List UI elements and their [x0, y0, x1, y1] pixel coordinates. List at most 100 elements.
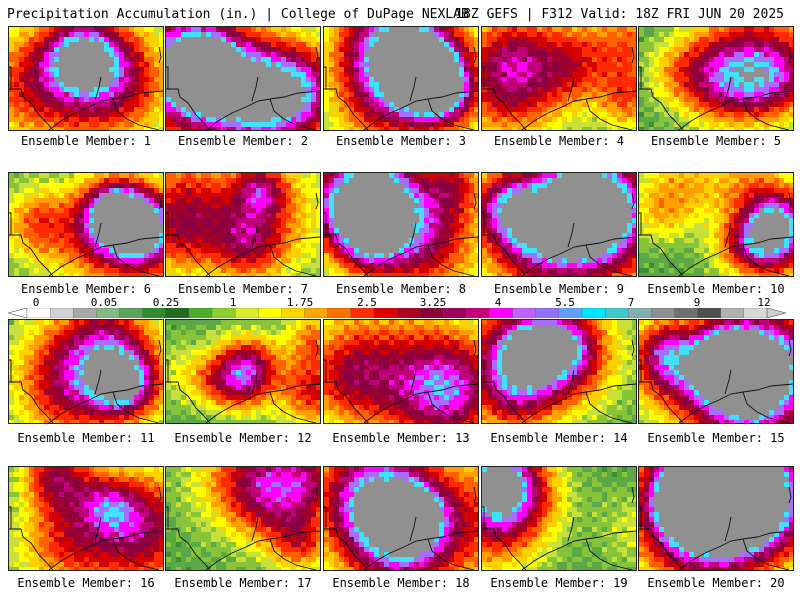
boundary-line — [482, 212, 485, 235]
colorbar-tick-label: 3.25 — [419, 296, 447, 309]
boundary-line — [482, 66, 485, 89]
boundary-line — [269, 538, 317, 570]
boundary-line — [166, 528, 211, 570]
precipitation-field — [639, 320, 793, 423]
colorbar-tick-label: 5.5 — [555, 296, 575, 309]
ensemble-member-label: Ensemble Member: 1 — [20, 134, 152, 148]
boundary-line — [521, 530, 636, 570]
boundary-line — [639, 381, 684, 423]
boundary-line — [158, 339, 162, 357]
boundary-line — [567, 222, 575, 248]
boundary-line — [567, 516, 575, 542]
ensemble-member-label: Ensemble Member: 8 — [335, 282, 467, 296]
boundary-line — [158, 46, 162, 64]
map-title: Precipitation Accumulation (in.) | Colle… — [7, 7, 469, 22]
ensemble-member-map — [323, 466, 479, 571]
colorbar-tick-label: 7 — [627, 296, 635, 309]
boundary-line — [482, 88, 527, 130]
boundary-line — [724, 76, 732, 102]
ensemble-member-map — [638, 172, 794, 277]
boundary-line — [324, 212, 327, 235]
boundary-line — [251, 222, 259, 248]
precipitation-field — [639, 27, 793, 130]
ensemble-member-label: Ensemble Member: 20 — [647, 576, 785, 590]
boundary-line — [48, 383, 163, 423]
boundary-line — [315, 339, 319, 357]
colorbar-swatch — [651, 308, 675, 318]
boundary-line — [585, 244, 633, 276]
boundary-line — [166, 88, 211, 130]
ensemble-member-map — [165, 26, 321, 131]
ensemble-member-label: Ensemble Member: 16 — [17, 576, 155, 590]
colorbar — [8, 308, 786, 318]
ensemble-member-label: Ensemble Member: 4 — [493, 134, 625, 148]
ensemble-member-map — [165, 172, 321, 277]
colorbar-max-arrow — [766, 308, 786, 318]
boundary-line — [678, 383, 793, 423]
boundary-line — [482, 381, 527, 423]
colorbar-swatch — [396, 308, 421, 318]
boundary-line — [585, 391, 633, 423]
boundary-line — [639, 234, 684, 276]
colorbar-swatch — [604, 308, 629, 318]
boundary-line — [409, 369, 417, 395]
boundary-line — [166, 212, 169, 235]
colorbar-tick-label: 4 — [494, 296, 502, 309]
boundary-line — [631, 339, 635, 357]
boundary-line — [315, 192, 319, 210]
boundary-line — [166, 234, 211, 276]
boundary-line — [324, 66, 327, 89]
boundary-line — [166, 359, 169, 382]
boundary-line — [482, 359, 485, 382]
boundary-line — [269, 244, 317, 276]
colorbar-swatch — [720, 308, 745, 318]
ensemble-member-map — [323, 26, 479, 131]
boundary-line — [48, 236, 163, 276]
boundary-line — [324, 506, 327, 529]
boundary-line — [324, 88, 369, 130]
colorbar-swatch — [73, 308, 97, 318]
boundary-line — [742, 538, 790, 570]
boundary-line — [166, 66, 169, 89]
ensemble-member-map — [165, 319, 321, 424]
precipitation-field — [166, 27, 320, 130]
boundary-line — [724, 369, 732, 395]
ensemble-member-label: Ensemble Member: 7 — [177, 282, 309, 296]
ensemble-member-map — [323, 319, 479, 424]
boundary-line — [94, 76, 102, 102]
boundary-line — [205, 530, 320, 570]
ensemble-member-label: Ensemble Member: 5 — [650, 134, 782, 148]
colorbar-swatch — [697, 308, 722, 318]
boundary-line — [324, 359, 327, 382]
boundary-line — [9, 88, 54, 130]
ensemble-member-label: Ensemble Member: 9 — [493, 282, 625, 296]
boundary-line — [9, 528, 54, 570]
boundary-line — [427, 244, 475, 276]
ensemble-member-label: Ensemble Member: 10 — [647, 282, 785, 296]
boundary-line — [409, 222, 417, 248]
ensemble-member-label: Ensemble Member: 14 — [490, 431, 628, 445]
colorbar-tick-label: 2.5 — [357, 296, 377, 309]
boundary-line — [9, 359, 12, 382]
colorbar-swatch — [466, 308, 490, 318]
boundary-line — [269, 98, 317, 130]
colorbar-swatch — [581, 308, 606, 318]
colorbar-tick-label: 1 — [229, 296, 237, 309]
colorbar-swatch — [489, 308, 514, 318]
ensemble-member-label: Ensemble Member: 11 — [17, 431, 155, 445]
boundary-line — [9, 506, 12, 529]
colorbar-min-arrow — [8, 308, 28, 318]
ensemble-member-label: Ensemble Member: 18 — [332, 576, 470, 590]
precipitation-field — [166, 467, 320, 570]
boundary-line — [585, 98, 633, 130]
boundary-line — [724, 222, 732, 248]
boundary-line — [742, 391, 790, 423]
boundary-line — [158, 192, 162, 210]
colorbar-swatch — [211, 308, 236, 318]
colorbar-swatch — [281, 308, 305, 318]
boundary-line — [409, 76, 417, 102]
boundary-line — [427, 98, 475, 130]
ensemble-member-label: Ensemble Member: 19 — [490, 576, 628, 590]
boundary-line — [788, 486, 792, 504]
colorbar-swatch — [188, 308, 213, 318]
